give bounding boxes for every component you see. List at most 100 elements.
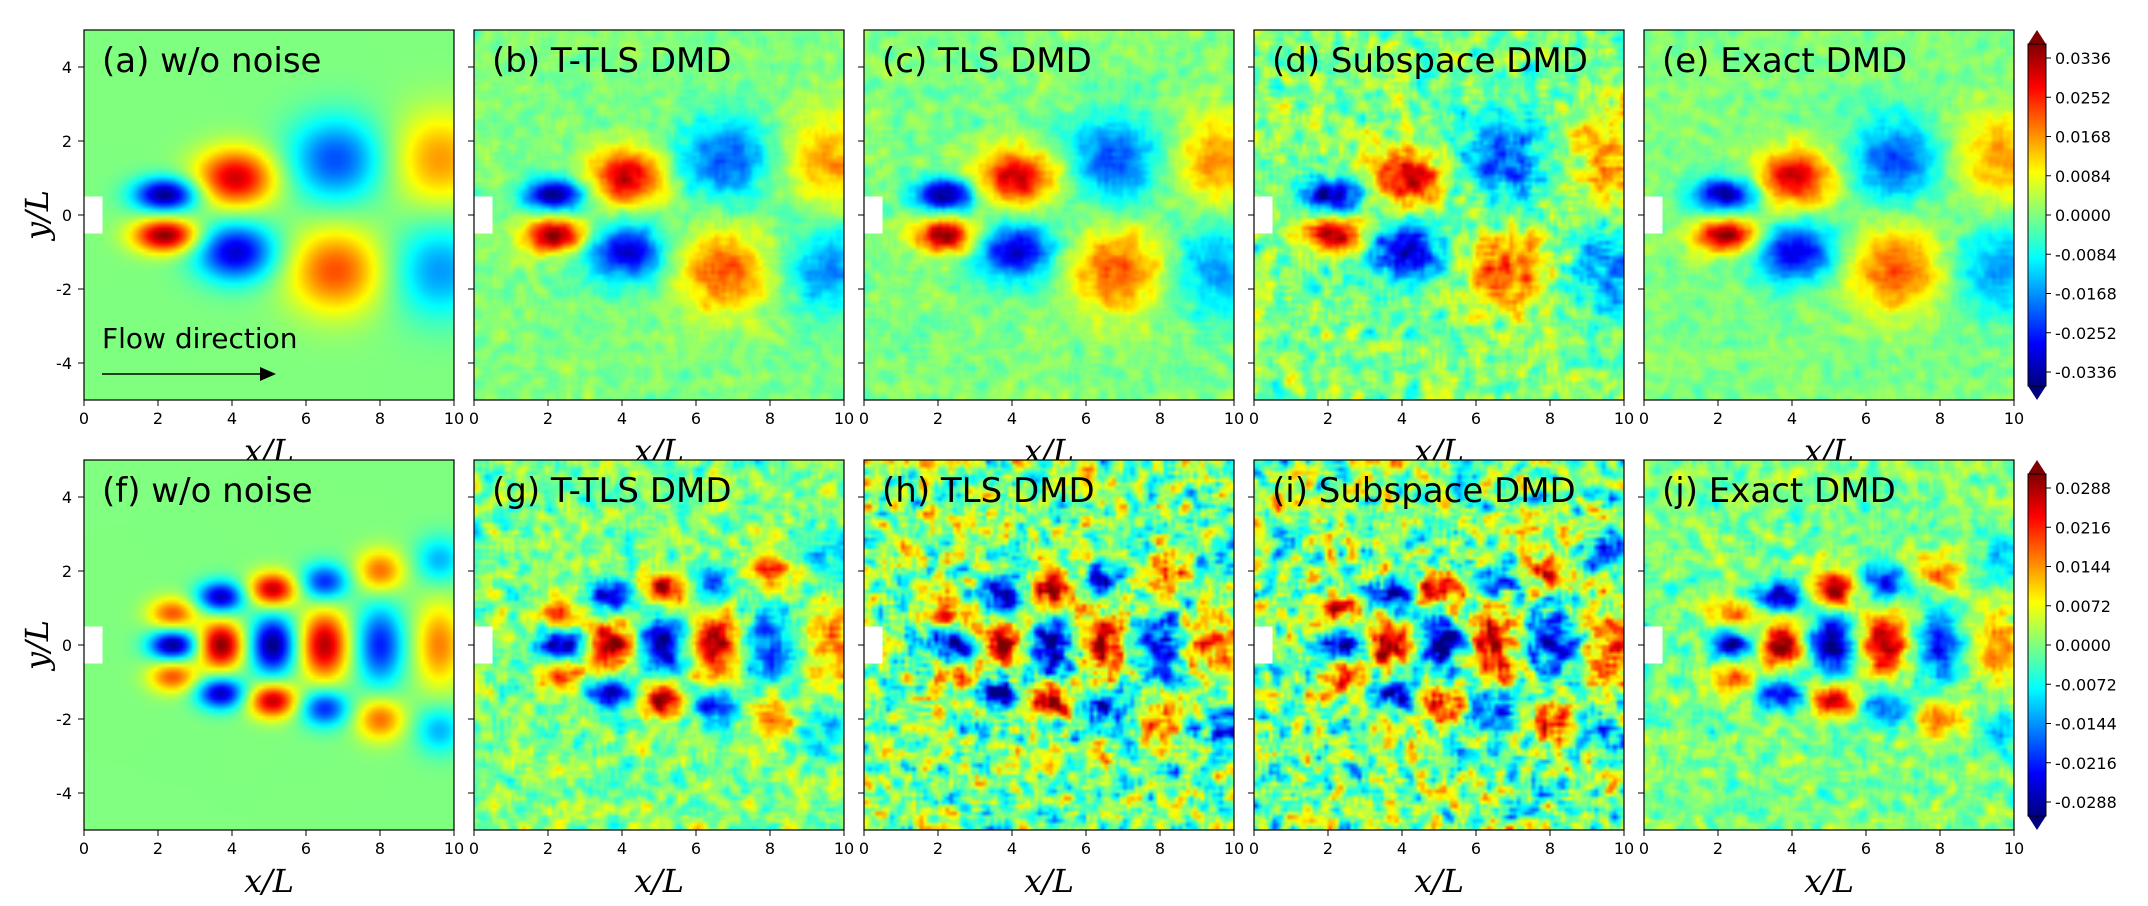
panel-title: (c) TLS DMD — [882, 41, 1092, 81]
x-tick-label: 0 — [859, 839, 869, 858]
heatmap-panel: (j) Exact DMD 0 2 4 6 8 10 x/L — [1638, 459, 2024, 900]
x-tick-label: 10 — [1614, 839, 1634, 858]
panel-title: (b) T-TLS DMD — [492, 41, 732, 81]
cylinder-body — [474, 626, 493, 664]
x-tick-label: 8 — [1545, 409, 1555, 428]
x-axis-label: x/L — [244, 862, 294, 900]
x-tick-label: 0 — [1639, 839, 1649, 858]
x-tick-label: 4 — [227, 409, 237, 428]
x-tick-label: 4 — [1007, 839, 1017, 858]
y-tick-label: 4 — [62, 488, 72, 507]
y-tick-label: -4 — [56, 784, 72, 803]
x-tick-label: 8 — [1935, 409, 1945, 428]
colorbar-tick-label: -0.0072 — [2055, 675, 2117, 694]
colorbar-tick-label: -0.0336 — [2055, 363, 2117, 382]
y-tick-label: 0 — [62, 206, 72, 225]
colorbar-extend-max — [2028, 30, 2046, 44]
x-tick-label: 4 — [1787, 839, 1797, 858]
x-tick-label: 2 — [1323, 839, 1333, 858]
heatmap-image — [1254, 30, 1624, 400]
cylinder-body — [474, 196, 493, 234]
panel-title: (a) w/o noise — [102, 41, 321, 81]
colorbar-tick-label: 0.0168 — [2055, 128, 2111, 147]
cylinder-body — [1644, 626, 1663, 664]
x-tick-label: 0 — [469, 409, 479, 428]
panel-title: (i) Subspace DMD — [1272, 471, 1576, 511]
cylinder-body — [1254, 626, 1273, 664]
x-tick-label: 8 — [1155, 839, 1165, 858]
colorbar-extend-min — [2028, 386, 2046, 400]
x-tick-label: 4 — [1007, 409, 1017, 428]
x-tick-label: 10 — [834, 839, 854, 858]
x-tick-label: 2 — [153, 839, 163, 858]
heatmap-image — [1644, 30, 2014, 400]
cylinder-body — [84, 196, 103, 234]
x-tick-label: 4 — [617, 839, 627, 858]
heatmap-image — [474, 30, 844, 400]
colorbar-extend-max — [2028, 460, 2046, 474]
x-tick-label: 0 — [1639, 409, 1649, 428]
x-tick-label: 0 — [79, 839, 89, 858]
x-tick-label: 2 — [153, 409, 163, 428]
cylinder-body — [864, 626, 883, 664]
panel-title: (g) T-TLS DMD — [492, 471, 732, 511]
x-tick-label: 10 — [444, 839, 464, 858]
x-tick-label: 6 — [1081, 409, 1091, 428]
x-tick-label: 8 — [1545, 839, 1555, 858]
heatmap-panel: (g) T-TLS DMD 0 2 4 6 8 10 x/L — [468, 459, 854, 900]
heatmap-panel: (i) Subspace DMD 0 2 4 6 8 10 x/L — [1248, 459, 1634, 900]
heatmap-image — [1644, 460, 2014, 830]
x-axis-label: x/L — [1024, 862, 1074, 900]
x-tick-label: 6 — [691, 409, 701, 428]
y-tick-label: 4 — [62, 58, 72, 77]
cylinder-body — [864, 196, 883, 234]
y-axis-label: y/L — [18, 190, 56, 242]
x-tick-label: 10 — [834, 409, 854, 428]
colorbar-tick-label: -0.0144 — [2055, 715, 2117, 734]
heatmap-image — [1254, 460, 1624, 830]
x-tick-label: 10 — [1224, 839, 1244, 858]
colorbar-gradient — [2028, 44, 2046, 386]
flow-arrow-head — [260, 367, 276, 381]
x-axis-label: x/L — [1804, 862, 1854, 900]
cylinder-body — [1254, 196, 1273, 234]
x-axis-label: x/L — [634, 862, 684, 900]
x-tick-label: 10 — [1224, 409, 1244, 428]
x-tick-label: 6 — [1081, 839, 1091, 858]
y-tick-label: 0 — [62, 636, 72, 655]
colorbar-tick-label: 0.0216 — [2055, 518, 2111, 537]
cylinder-body — [1644, 196, 1663, 234]
colorbar-tick-label: 0.0144 — [2055, 558, 2111, 577]
x-tick-label: 8 — [1935, 839, 1945, 858]
panel-title: (d) Subspace DMD — [1272, 41, 1588, 81]
colorbar-tick-label: 0.0072 — [2055, 597, 2111, 616]
x-tick-label: 6 — [1861, 409, 1871, 428]
x-tick-label: 10 — [1614, 409, 1634, 428]
y-tick-label: -2 — [56, 710, 72, 729]
x-tick-label: 6 — [301, 409, 311, 428]
colorbar-tick-label: 0.0288 — [2055, 479, 2111, 498]
y-axis-label: y/L — [18, 620, 56, 672]
panel-title: (h) TLS DMD — [882, 471, 1095, 511]
colorbar-tick-label: -0.0168 — [2055, 285, 2117, 304]
x-tick-label: 4 — [1787, 409, 1797, 428]
panel-title: (e) Exact DMD — [1662, 41, 1907, 81]
colorbar-tick-label: 0.0336 — [2055, 49, 2111, 68]
x-tick-label: 2 — [933, 839, 943, 858]
y-tick-label: -4 — [56, 354, 72, 373]
x-tick-label: 6 — [1471, 409, 1481, 428]
x-tick-label: 4 — [227, 839, 237, 858]
x-tick-label: 10 — [2004, 839, 2024, 858]
x-tick-label: 8 — [375, 409, 385, 428]
cylinder-body — [84, 626, 103, 664]
flow-direction-label: Flow direction — [102, 322, 298, 355]
panel-title: (j) Exact DMD — [1662, 471, 1896, 511]
colorbar-extend-min — [2028, 816, 2046, 830]
colorbar-tick-label: -0.0084 — [2055, 245, 2117, 264]
x-tick-label: 8 — [1155, 409, 1165, 428]
heatmap-panel: (f) w/o noise 0 2 4 6 8 10 4 2 0 -2 -4 x/L y/L — [18, 459, 464, 900]
